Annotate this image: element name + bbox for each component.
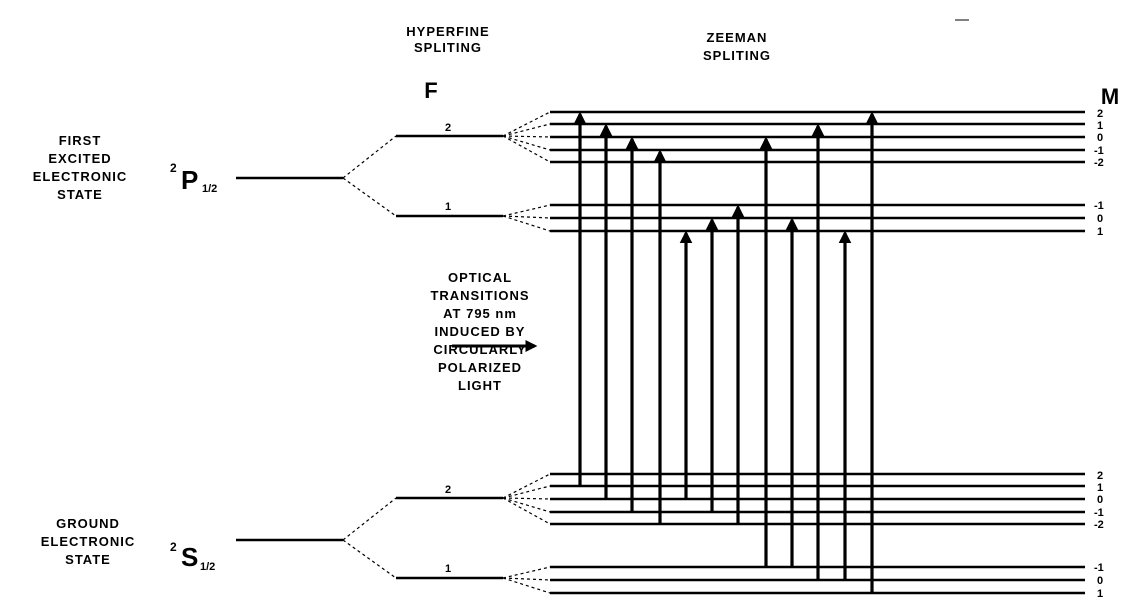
ground-m-value--2: -2 <box>1094 519 1104 531</box>
excited-label-line4: STATE <box>57 187 103 202</box>
excited-m-value-0: 0 <box>1097 132 1103 144</box>
optical-note-line1: OPTICAL <box>448 270 512 285</box>
m-axis-label: M <box>1101 84 1119 109</box>
excited-m-value--2: -2 <box>1094 157 1104 169</box>
excited-f1-m-value--1: -1 <box>1094 200 1104 212</box>
optical-note-line7: LIGHT <box>458 378 502 393</box>
optical-note-line3: AT 795 nm <box>443 306 517 321</box>
ground-f1-value: 1 <box>445 563 451 575</box>
ground-f2-zeeman-split-lines <box>502 473 551 525</box>
zeeman-header-line2: SPLITING <box>703 48 771 63</box>
optical-note-line6: POLARIZED <box>438 360 522 375</box>
excited-label-line3: ELECTRONIC <box>33 169 128 184</box>
excited-label-line2: EXCITED <box>48 151 111 166</box>
ground-term-superscript: 2 <box>170 540 177 554</box>
excited-f2-zeeman-split-lines <box>502 111 551 163</box>
optical-note-line2: TRANSITIONS <box>430 288 529 303</box>
excited-label-line1: FIRST <box>59 133 102 148</box>
ground-label-line1: GROUND <box>56 516 120 531</box>
optical-note-line4: INDUCED BY <box>435 324 526 339</box>
ground-m-value-0: 0 <box>1097 494 1103 506</box>
excited-m-value--1: -1 <box>1094 145 1104 157</box>
excited-term-superscript: 2 <box>170 161 177 175</box>
excited-f1-zeeman-split-lines <box>502 204 551 232</box>
ground-f2-value: 2 <box>445 484 451 496</box>
excited-m-value-1: 1 <box>1097 120 1103 132</box>
ground-hyperfine-split-lines <box>342 497 397 579</box>
excited-f1-m-value-1: 1 <box>1097 226 1103 238</box>
ground-f1-m-value-0: 0 <box>1097 575 1103 587</box>
ground-m-value-2: 2 <box>1097 470 1103 482</box>
excited-f2-value: 2 <box>445 122 451 134</box>
hyperfine-header-line1: HYPERFINE <box>406 24 489 39</box>
excited-f1-value: 1 <box>445 201 451 213</box>
ground-m-value-1: 1 <box>1097 482 1103 494</box>
hyperfine-header-line2: SPLITING <box>414 40 482 55</box>
ground-term-subscript: 1/2 <box>200 561 215 573</box>
zeeman-header-line1: ZEEMAN <box>707 30 768 45</box>
excited-f1-m-value-0: 0 <box>1097 213 1103 225</box>
ground-f1-m-value-1: 1 <box>1097 588 1103 600</box>
ground-f1-zeeman-split-lines <box>502 566 551 594</box>
ground-f1-m-value--1: -1 <box>1094 562 1104 574</box>
excited-m-value-2: 2 <box>1097 108 1103 120</box>
f-axis-label: F <box>424 78 437 103</box>
excited-term-letter: P <box>181 165 198 195</box>
optical-note-line5: CIRCULARLY <box>433 342 526 357</box>
ground-m-value--1: -1 <box>1094 507 1104 519</box>
ground-label-line2: ELECTRONIC <box>41 534 136 549</box>
ground-label-line3: STATE <box>65 552 111 567</box>
excited-hyperfine-split-lines <box>342 135 397 217</box>
excited-term-subscript: 1/2 <box>202 183 217 195</box>
ground-term-letter: S <box>181 542 198 572</box>
